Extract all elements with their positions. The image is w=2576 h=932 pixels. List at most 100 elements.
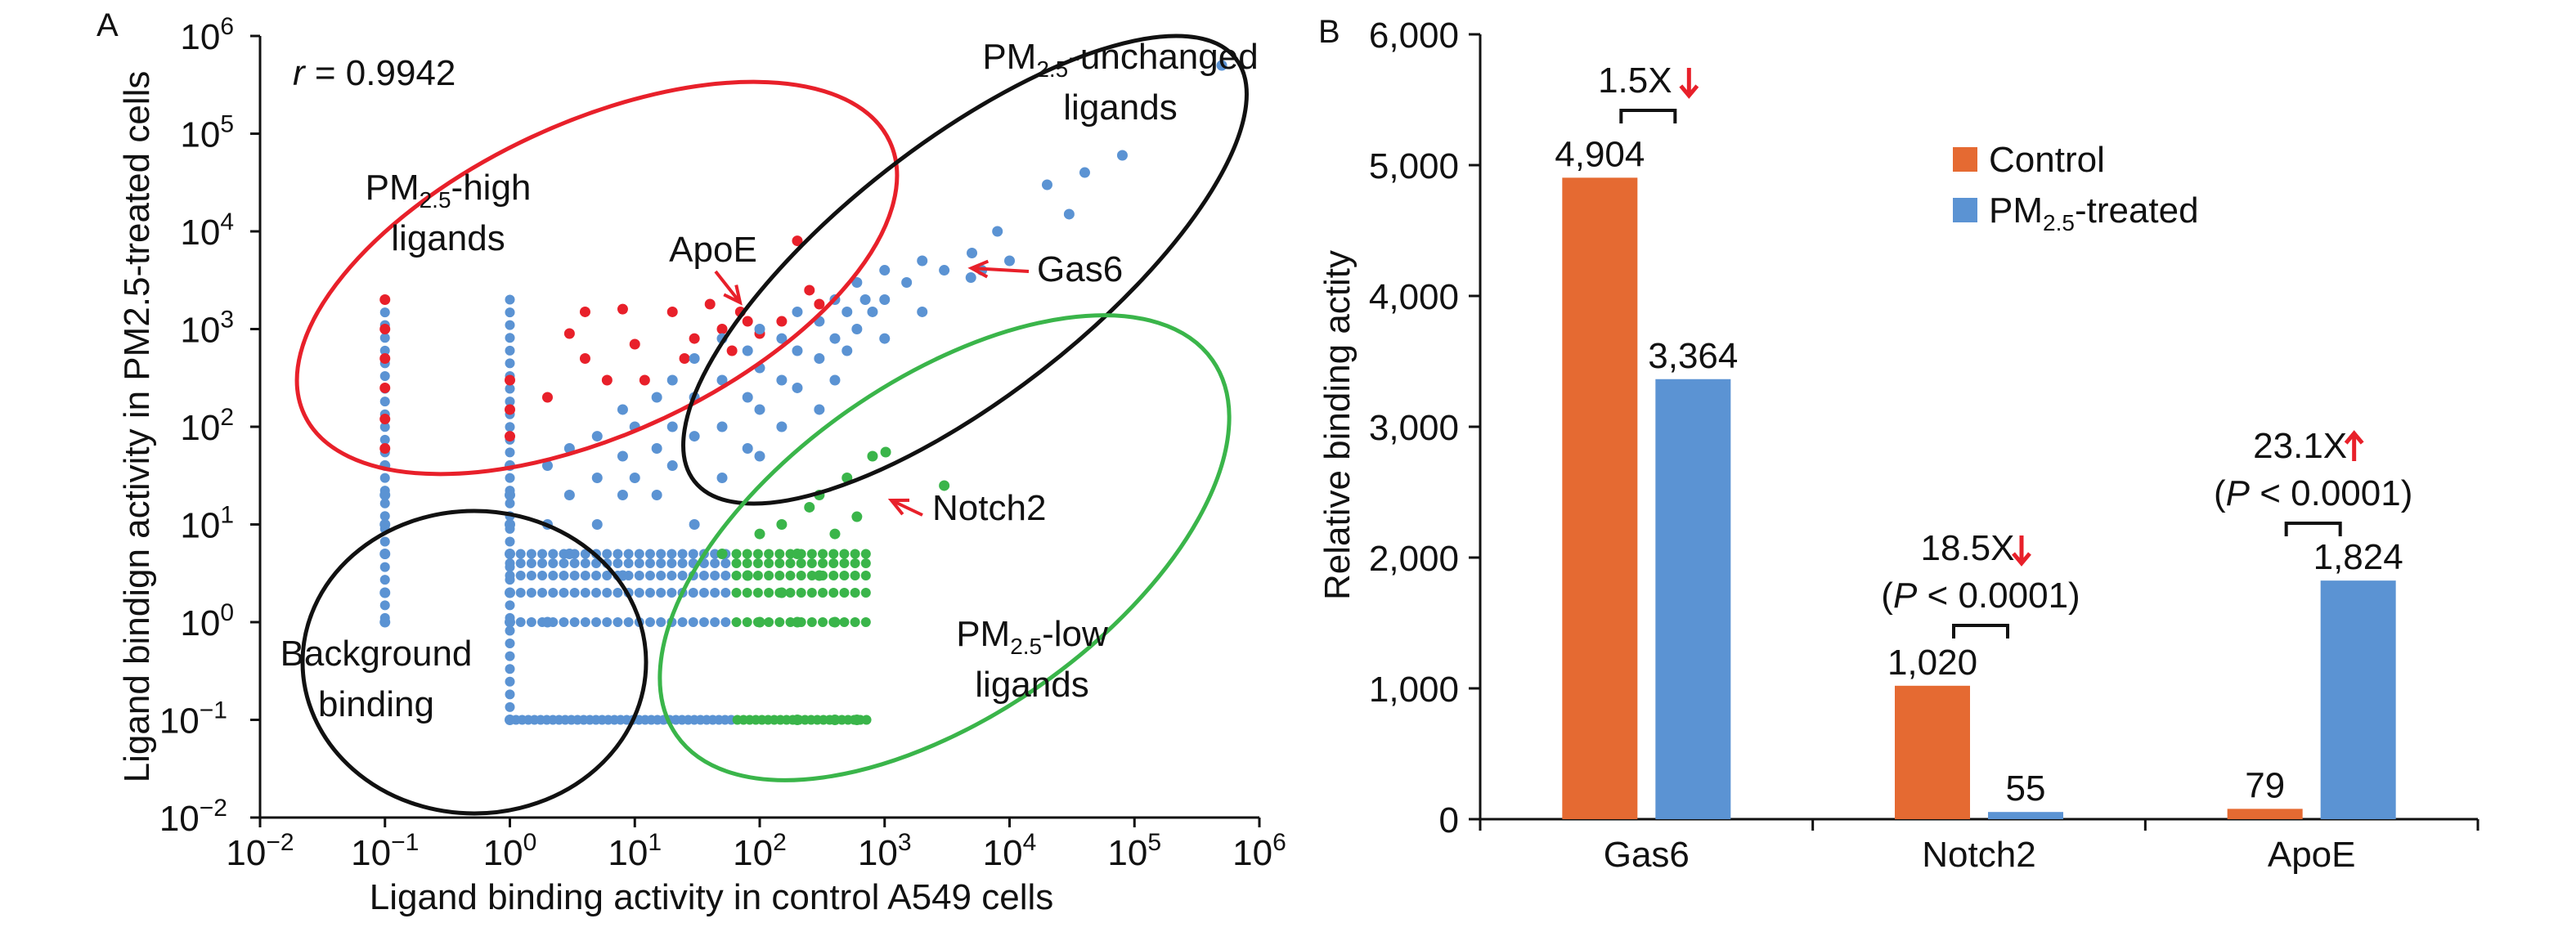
- scatter-point: [720, 588, 731, 598]
- scatter-point: [379, 587, 391, 598]
- scatter-point: [591, 558, 602, 569]
- scatter-point: [839, 617, 850, 627]
- scatter-point: [379, 536, 390, 547]
- scatter-point: [591, 588, 602, 598]
- bar-notch2-control: [1895, 685, 1970, 819]
- scatter-point: [379, 422, 390, 432]
- scatter-point: [689, 333, 700, 344]
- scatter-point: [526, 570, 536, 580]
- scatter-point: [796, 588, 806, 598]
- scatter-point: [563, 548, 575, 559]
- scatter-point: [379, 414, 391, 425]
- scatter-point: [666, 306, 678, 317]
- scatter-point: [569, 588, 580, 598]
- scatter-point: [720, 570, 731, 580]
- group-ellipses: [294, 34, 1249, 816]
- label-background-binding-line2: binding: [318, 684, 434, 724]
- bar-y-axis-label: Relative binding actity: [1317, 250, 1358, 600]
- scatter-point: [860, 570, 871, 580]
- scatter-point: [774, 617, 785, 627]
- scatter-point: [505, 600, 515, 611]
- scatter-point: [818, 558, 828, 569]
- scatter-point: [710, 558, 720, 569]
- scatter-point: [774, 570, 785, 580]
- scatter-point: [698, 588, 709, 598]
- scatter-point: [613, 617, 623, 627]
- scatter-point: [563, 328, 575, 339]
- scatter-point: [559, 570, 569, 580]
- scatter-point: [617, 303, 628, 315]
- scatter-point: [851, 715, 863, 725]
- x-axis-label: Ligand binding activity in control A549 …: [370, 877, 1054, 917]
- scatter-point: [742, 443, 753, 455]
- scatter-point: [537, 588, 548, 598]
- scatter-point: [754, 450, 765, 462]
- scatter-point: [1116, 150, 1128, 161]
- scatter-point: [841, 306, 853, 317]
- scatter-point: [602, 570, 613, 580]
- scatter-point: [689, 519, 700, 530]
- scatter-point: [579, 306, 590, 317]
- scatter-point: [526, 549, 536, 559]
- scatter-point: [689, 352, 700, 364]
- scatter-point: [992, 226, 1003, 237]
- scatter-point: [379, 616, 391, 628]
- scatter-point: [656, 617, 666, 627]
- panel-a-label: A: [96, 7, 119, 43]
- scatter-point: [559, 558, 569, 569]
- scatter-point: [776, 374, 788, 386]
- scatter-point: [505, 651, 515, 661]
- comparison-bracket: [1619, 109, 1677, 123]
- scatter-point: [792, 616, 803, 628]
- scatter-point: [867, 450, 878, 462]
- scatter-point: [580, 588, 590, 598]
- scatter-point: [860, 549, 871, 559]
- scatter-point: [537, 549, 548, 559]
- scatter-point: [754, 324, 765, 334]
- scatter-point: [602, 549, 613, 559]
- x-tick-label: 104: [983, 829, 1037, 873]
- bar-value-label: 79: [2245, 765, 2285, 805]
- scatter-point: [720, 558, 731, 569]
- scatter-point: [602, 617, 613, 627]
- scatter-point: [379, 307, 390, 318]
- y-tick-label: 103: [180, 307, 234, 351]
- y-tick-label: 101: [180, 502, 234, 546]
- scatter-point: [880, 446, 891, 458]
- scatter-point: [379, 434, 390, 445]
- scatter-point: [804, 501, 815, 513]
- scatter-point: [505, 689, 515, 700]
- legend-label: Control: [1989, 140, 2105, 180]
- scatter-point: [776, 316, 788, 327]
- fold-change-label: 23.1X: [2253, 426, 2347, 466]
- correlation-annotation: r = 0.9942: [293, 53, 456, 93]
- scatter-point: [716, 421, 728, 432]
- scatter-point: [505, 536, 515, 547]
- scatter-point: [505, 383, 515, 394]
- scatter-point: [806, 558, 817, 569]
- scatter-point: [860, 617, 871, 627]
- y-tick-label: 100: [180, 599, 234, 643]
- scatter-point: [851, 324, 863, 334]
- p-value-label: (P < 0.0001): [2214, 473, 2412, 513]
- ellipse-background: [300, 509, 648, 816]
- ellipse-low: [657, 313, 1232, 782]
- scatter-point: [559, 617, 569, 627]
- bar-y-tick-label: 5,000: [1369, 146, 1459, 186]
- y-tick-label: 102: [180, 404, 234, 448]
- scatter-point: [634, 588, 644, 598]
- scatter-point: [569, 617, 580, 627]
- scatter-point: [379, 382, 391, 393]
- category-label-gas6: Gas6: [1604, 835, 1690, 875]
- scatter-point: [591, 431, 603, 442]
- x-tick-label: 10−2: [226, 829, 294, 873]
- scatter-point: [537, 570, 548, 580]
- bar-y-tick-label: 2,000: [1369, 539, 1459, 579]
- scatter-point: [806, 549, 817, 559]
- scatter-point: [829, 616, 841, 628]
- label-high-ligands-line2: ligands: [391, 218, 505, 258]
- scatter-point: [666, 570, 677, 580]
- scatter-point: [379, 575, 390, 585]
- scatter-point: [731, 549, 742, 559]
- scatter-point: [939, 480, 950, 491]
